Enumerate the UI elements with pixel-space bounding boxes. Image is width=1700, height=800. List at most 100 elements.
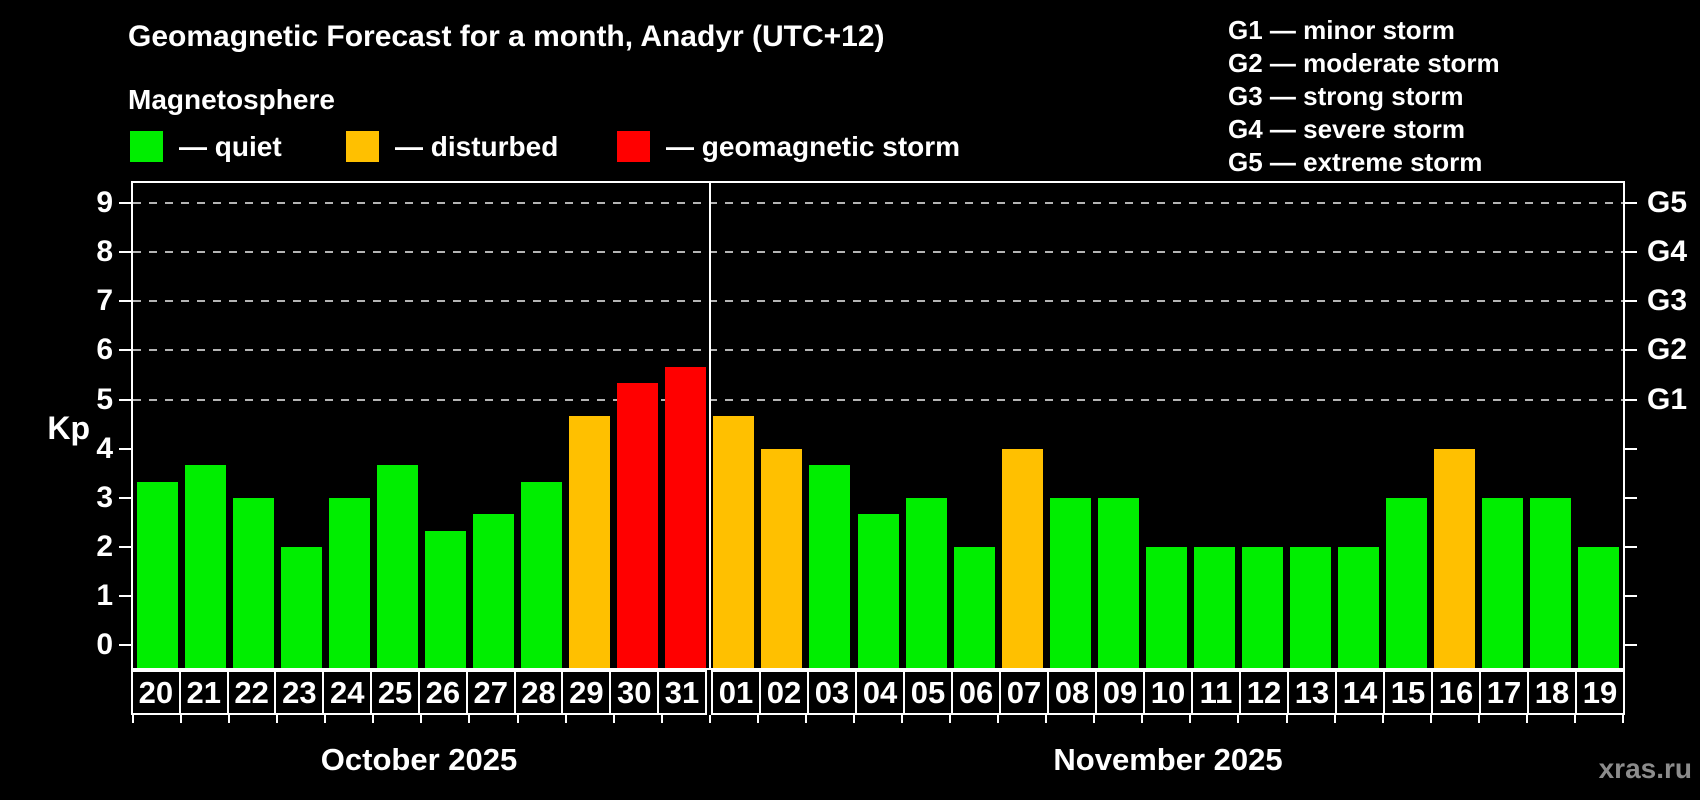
day-cell-15: 15: [1383, 672, 1431, 713]
day-cell-19: 19: [1575, 672, 1623, 713]
kp-bar-day-28: [521, 481, 563, 668]
day-cell-21: 21: [178, 672, 227, 713]
kp-bar-day-26: [424, 530, 466, 668]
day-boundary-tick-12: [709, 715, 711, 723]
month-label-november: November 2025: [1053, 742, 1283, 777]
y-tick-right-1: [1625, 594, 1637, 597]
day-cell-11: 11: [1191, 672, 1239, 713]
legend-swatch-quiet: [130, 131, 163, 162]
y-tick-right-2: [1625, 545, 1637, 548]
day-boundary-tick-5: [372, 715, 374, 723]
day-cell-06: 06: [951, 672, 999, 713]
month-label-october: October 2025: [320, 742, 518, 777]
y-tick-right-6: [1625, 349, 1637, 352]
g-legend-line-4: G4 — severe storm: [1228, 114, 1466, 144]
day-cell-20: 20: [138, 674, 174, 710]
y-tick-right-7: [1625, 300, 1637, 303]
day-cell-22: 22: [226, 672, 275, 713]
day-boundary-tick-3: [276, 715, 278, 723]
kp-bar-day-22: [232, 497, 274, 668]
day-boundary-tick-20: [1093, 715, 1095, 723]
day-boundary-tick-6: [420, 715, 422, 723]
legend-item-storm: — geomagnetic storm: [617, 130, 960, 163]
chart-title: Geomagnetic Forecast for a month, Anadyr…: [128, 20, 885, 53]
kp-bar-day-27: [472, 513, 514, 668]
g-legend-line-1: G1 — minor storm: [1228, 15, 1455, 45]
y-tick-left-7: [119, 300, 131, 303]
g-axis-label-G5: G5: [1647, 186, 1688, 220]
y-tick-label-3: 3: [96, 480, 113, 514]
y-tick-left-9: [119, 202, 131, 205]
kp-bar-day-03: [809, 464, 851, 668]
kp-bar-day-25: [376, 464, 418, 668]
y-tick-right-3: [1625, 496, 1637, 499]
legend-item-disturbed: — disturbed: [346, 130, 558, 163]
day-cell-17: 17: [1479, 672, 1527, 713]
gridline-kp-8: [133, 251, 1623, 254]
kp-bar-day-08: [1049, 497, 1091, 668]
kp-bar-day-29: [569, 415, 611, 668]
kp-bar-day-21: [184, 464, 226, 668]
day-boundary-tick-21: [1141, 715, 1143, 723]
day-boundary-tick-25: [1334, 715, 1336, 723]
y-tick-left-4: [119, 447, 131, 450]
kp-bar-day-11: [1193, 546, 1235, 668]
kp-bar-day-12: [1242, 546, 1284, 668]
day-cell-26: 26: [417, 672, 466, 713]
g-legend-line-5: G5 — extreme storm: [1228, 147, 1483, 177]
gridline-kp-5: [133, 398, 1623, 401]
kp-bar-day-31: [665, 366, 707, 668]
plot-area: [131, 181, 1625, 670]
y-tick-label-1: 1: [96, 578, 113, 612]
kp-bar-day-05: [905, 497, 947, 668]
legend-swatch-disturbed: [346, 131, 379, 162]
day-boundary-tick-7: [468, 715, 470, 723]
day-boundary-tick-4: [324, 715, 326, 723]
y-tick-left-3: [119, 496, 131, 499]
day-cell-01: 01: [718, 674, 754, 710]
kp-bar-day-02: [761, 448, 803, 668]
day-boundary-tick-1: [180, 715, 182, 723]
y-tick-left-0: [119, 644, 131, 647]
day-cell-09: 09: [1095, 672, 1143, 713]
legend-label-quiet: — quiet: [179, 130, 282, 162]
legend-item-quiet: — quiet: [130, 130, 282, 163]
day-boundary-tick-23: [1237, 715, 1239, 723]
day-cell-29: 29: [561, 672, 609, 713]
day-boundary-tick-29: [1526, 715, 1528, 723]
y-tick-label-6: 6: [96, 333, 113, 367]
day-boundary-tick-9: [565, 715, 567, 723]
day-boundary-tick-26: [1382, 715, 1384, 723]
kp-bar-day-13: [1290, 546, 1332, 668]
day-boundary-tick-22: [1189, 715, 1191, 723]
magnetosphere-label: Magnetosphere: [128, 84, 335, 115]
day-boundary-tick-30: [1574, 715, 1576, 723]
day-cell-28: 28: [513, 672, 562, 713]
day-row-november: 01 02 03 04 05 06 07 08 09 10 11 12 13 14 15 16 17 18 19: [711, 670, 1625, 715]
day-boundary-tick-18: [997, 715, 999, 723]
kp-bar-day-17: [1482, 497, 1524, 668]
day-cell-31: 31: [657, 672, 705, 713]
kp-bar-day-20: [136, 481, 178, 668]
kp-bar-day-24: [328, 497, 370, 668]
legend-swatch-storm: [617, 131, 650, 162]
day-cell-02: 02: [759, 672, 807, 713]
kp-bar-day-15: [1386, 497, 1428, 668]
month-divider: [708, 183, 711, 668]
kp-bar-day-30: [617, 383, 659, 668]
kp-bar-day-09: [1097, 497, 1139, 668]
kp-bar-day-07: [1001, 448, 1043, 668]
y-tick-right-8: [1625, 251, 1637, 254]
day-cell-03: 03: [807, 672, 855, 713]
y-tick-right-4: [1625, 447, 1637, 450]
day-cell-23: 23: [274, 672, 322, 713]
day-cell-14: 14: [1335, 672, 1383, 713]
y-tick-left-5: [119, 398, 131, 401]
kp-bar-day-01: [713, 415, 755, 668]
day-boundary-tick-14: [805, 715, 807, 723]
watermark: xras.ru: [1598, 753, 1692, 784]
day-cell-30: 30: [609, 672, 657, 713]
day-boundary-tick-15: [853, 715, 855, 723]
kp-bar-day-18: [1530, 497, 1572, 668]
day-boundary-tick-27: [1430, 715, 1432, 723]
